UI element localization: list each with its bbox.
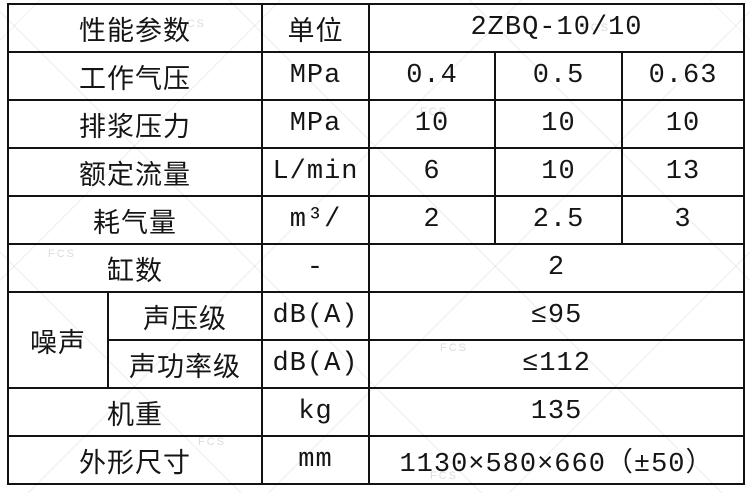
row-label: 额定流量: [7, 147, 263, 197]
row-label: 机重: [7, 387, 263, 437]
table-row: 机重 kg 135: [7, 387, 745, 437]
unit-cell: dB(A): [261, 339, 370, 389]
unit-cell: L/min: [261, 147, 370, 197]
unit-cell: -: [261, 243, 370, 293]
unit-cell: m³/: [261, 195, 370, 245]
unit-header-cell: 单位: [261, 3, 370, 53]
value-cell: 2: [368, 243, 745, 293]
noise-group-label: 噪声: [7, 291, 109, 389]
table-row: 排浆压力 MPa 10 10 10: [7, 99, 745, 149]
table-row: 耗气量 m³/ 2 2.5 3: [7, 195, 745, 245]
value-cell: 10: [621, 99, 745, 149]
value-cell: 10: [368, 99, 496, 149]
row-label: 工作气压: [7, 51, 263, 101]
value-cell: 0.4: [368, 51, 496, 101]
value-cell: 0.5: [494, 51, 623, 101]
value-cell: 10: [494, 147, 623, 197]
row-label: 耗气量: [7, 195, 263, 245]
value-cell: ≤112: [368, 339, 745, 389]
table-row: 工作气压 MPa 0.4 0.5 0.63: [7, 51, 745, 101]
table-row: 外形尺寸 mm 1130×580×660（±50）: [7, 435, 745, 485]
value-cell: 135: [368, 387, 745, 437]
value-cell: ≤95: [368, 291, 745, 341]
param-header-cell: 性能参数: [7, 3, 263, 53]
value-cell: 3: [621, 195, 745, 245]
table-row: 性能参数 单位 2ZBQ-10/10: [7, 3, 745, 53]
table-row: 缸数 - 2: [7, 243, 745, 293]
value-cell: 10: [494, 99, 623, 149]
table-row: 声功率级 dB(A) ≤112: [8, 339, 745, 389]
specification-table: 性能参数 单位 2ZBQ-10/10 工作气压 MPa 0.4 0.5 0.63…: [7, 3, 745, 485]
value-cell: 2: [368, 195, 496, 245]
row-label: 声压级: [107, 291, 263, 341]
row-label: 排浆压力: [7, 99, 263, 149]
model-cell: 2ZBQ-10/10: [368, 3, 745, 53]
value-cell: 1130×580×660（±50）: [368, 435, 745, 485]
value-cell: 6: [368, 147, 496, 197]
unit-cell: mm: [261, 435, 370, 485]
table-row: 额定流量 L/min 6 10 13: [7, 147, 745, 197]
unit-cell: MPa: [261, 99, 370, 149]
row-label: 缸数: [7, 243, 263, 293]
unit-cell: kg: [261, 387, 370, 437]
value-cell: 2.5: [494, 195, 623, 245]
value-cell: 13: [621, 147, 745, 197]
unit-cell: dB(A): [261, 291, 370, 341]
unit-cell: MPa: [261, 51, 370, 101]
value-cell: 0.63: [621, 51, 745, 101]
row-label: 声功率级: [107, 339, 263, 389]
row-label: 外形尺寸: [7, 435, 263, 485]
table-row: 噪声 声压级 dB(A) ≤95: [7, 291, 745, 389]
